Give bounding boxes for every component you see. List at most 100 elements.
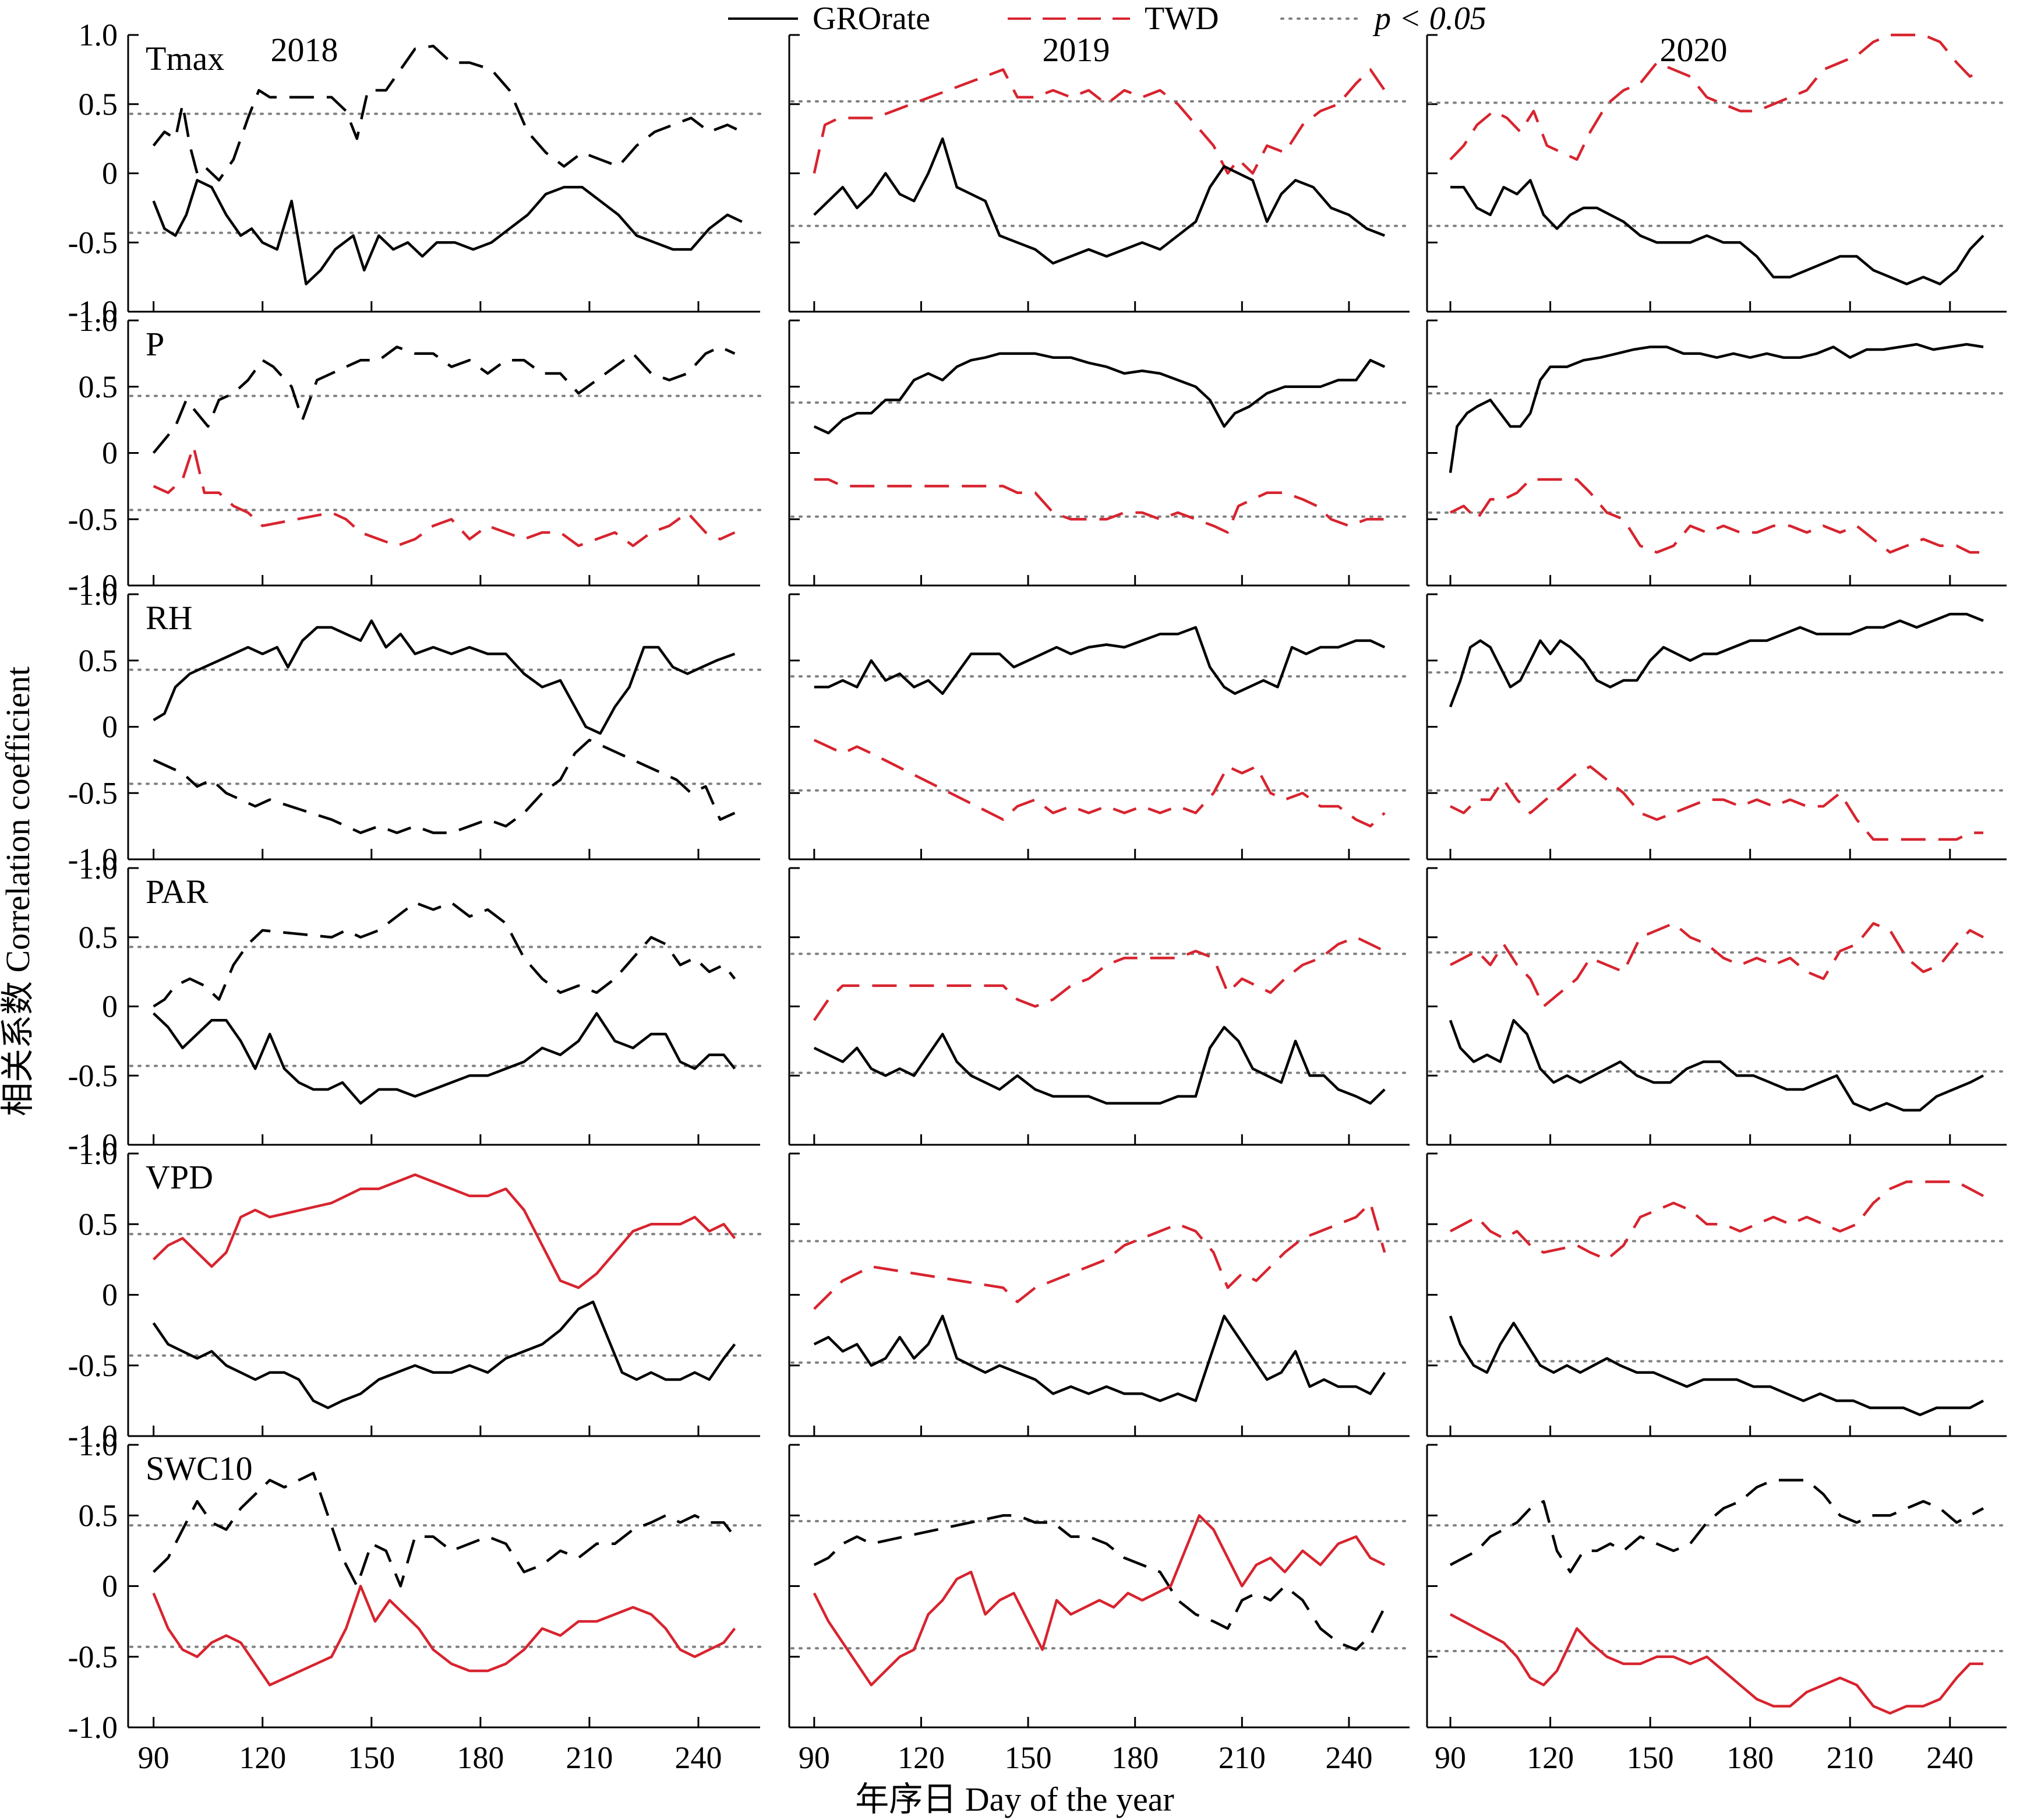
year-label: 2020	[1660, 31, 1728, 69]
panel-5-2	[788, 1152, 1411, 1437]
y-tick-label: 0	[102, 436, 118, 471]
panel-2-2	[788, 319, 1411, 587]
panel-4-3	[1426, 867, 2008, 1146]
panel-3-3	[1426, 593, 2008, 860]
variable-label: SWC10	[146, 1449, 253, 1487]
variable-label: PAR	[146, 873, 209, 911]
panel-1-3: 2020	[1426, 31, 2008, 313]
y-tick-label: 1.0	[79, 17, 118, 52]
red-series	[813, 1514, 1386, 1687]
gro-or-sign-series	[813, 1314, 1386, 1402]
x-tick-label: 90	[138, 1740, 169, 1775]
y-tick-label: -0.5	[68, 1058, 118, 1093]
x-axis-title: 年序日 Day of the year	[855, 1780, 1174, 1818]
x-tick-label: 210	[566, 1740, 613, 1775]
y-tick-label: 1.0	[79, 303, 118, 338]
y-tick-label: 0.5	[79, 369, 118, 404]
y-tick-label: -0.5	[68, 775, 118, 810]
y-tick-label: 0.5	[79, 1207, 118, 1241]
red-series	[1449, 33, 1984, 161]
panel-6-2: 90 120 150 180 210 240	[788, 1444, 1411, 1775]
legend: GROrate TWD p < 0.05	[728, 1, 1486, 37]
gro-or-sign-series	[152, 179, 743, 285]
x-tick-label: 150	[348, 1740, 395, 1775]
y-tick-label: 0	[102, 710, 118, 745]
variable-label: P	[146, 325, 164, 363]
y-tick-label: -1.0	[68, 1419, 118, 1454]
x-tick-label: 210	[1827, 1740, 1874, 1775]
x-tick-label: 240	[1926, 1740, 1973, 1775]
y-tick-label: 0	[102, 989, 118, 1024]
year-label: 2019	[1043, 31, 1110, 69]
gro-or-sign-series	[152, 1300, 736, 1409]
red-series	[1449, 765, 1983, 841]
y-tick-label: 0	[102, 156, 118, 191]
y-tick-label: 0.5	[79, 1498, 118, 1533]
panel-6-1: 1.0 0.5 0 -0.5 -1.0 90 120 150 180 210 240 SWC10	[68, 1427, 761, 1775]
red-series	[153, 1173, 736, 1289]
legend-gro-label: GROrate	[813, 1, 930, 37]
red-series	[813, 68, 1386, 175]
red-series	[1449, 1613, 1983, 1715]
red-series	[1449, 478, 1983, 554]
panel-1-2: 2019	[788, 31, 1411, 313]
legend-twd-label: TWD	[1145, 1, 1219, 37]
y-tick-label: 1.0	[79, 1427, 118, 1462]
y-tick-label: -1.0	[68, 1710, 118, 1745]
x-tick-label: 90	[799, 1740, 830, 1775]
gro-or-sign-series	[153, 739, 736, 834]
gro-or-sign-series	[153, 1012, 736, 1105]
x-tick-label: 180	[457, 1740, 504, 1775]
gro-or-sign-series	[813, 137, 1386, 265]
red-series	[152, 1585, 736, 1687]
panel-4-2	[788, 867, 1411, 1146]
red-series	[1449, 1180, 1984, 1261]
x-tick-label: 120	[239, 1740, 286, 1775]
y-tick-label: -1.0	[68, 1127, 118, 1162]
gro-or-sign-series	[813, 352, 1386, 435]
gro-or-sign-series	[1449, 1479, 1984, 1574]
y-tick-label: 0.5	[79, 643, 118, 678]
gro-or-sign-series	[813, 1025, 1386, 1105]
red-series	[1449, 922, 1984, 1008]
panel-3-1: 1.0 0.5 0 -0.5 -1.0 RH	[68, 577, 761, 877]
panels: 1.0 0.5 0 -0.5 -1.0 2018 Tmax 2019 2020 1.0 0.5 0 -0…	[68, 17, 2008, 1775]
x-tick-label: 210	[1219, 1740, 1266, 1775]
panel-6-3: 90 120 150 180 210 240	[1426, 1444, 2008, 1775]
y-tick-label: 0	[102, 1569, 118, 1604]
y-tick-label: 1.0	[79, 577, 118, 612]
panel-3-2	[788, 593, 1411, 860]
variable-label: VPD	[146, 1158, 213, 1196]
y-tick-label: 1.0	[79, 1136, 118, 1171]
gro-or-sign-series	[1449, 343, 1984, 473]
y-tick-label: -0.5	[68, 1348, 118, 1383]
gro-or-sign-series	[1450, 179, 1984, 285]
panel-2-3	[1426, 319, 2008, 587]
gro-or-sign-series	[813, 1514, 1386, 1651]
y-tick-label: -1.0	[68, 842, 118, 877]
x-tick-label: 240	[674, 1740, 722, 1775]
gro-or-sign-series	[1449, 1019, 1984, 1112]
y-tick-label: 0	[102, 1278, 118, 1313]
x-tick-label: 90	[1435, 1740, 1466, 1775]
red-series	[813, 739, 1386, 828]
gro-or-sign-series	[153, 619, 736, 735]
y-tick-label: 0.5	[79, 87, 118, 122]
x-tick-label: 120	[898, 1740, 945, 1775]
y-tick-label: -0.5	[68, 502, 118, 537]
panel-4-1: 1.0 0.5 0 -0.5 -1.0 PAR	[68, 851, 761, 1162]
panel-5-3	[1426, 1152, 2008, 1437]
y-tick-label: -1.0	[68, 568, 118, 603]
red-series	[814, 478, 1385, 534]
y-tick-label: -1.0	[68, 294, 118, 329]
gro-or-sign-series	[153, 1472, 736, 1588]
panel-2-1: 1.0 0.5 0 -0.5 -1.0 P	[68, 303, 761, 603]
x-tick-label: 180	[1111, 1740, 1159, 1775]
x-tick-label: 240	[1325, 1740, 1372, 1775]
x-tick-label: 150	[1005, 1740, 1052, 1775]
year-label: 2018	[271, 31, 338, 69]
x-tick-label: 180	[1726, 1740, 1774, 1775]
gro-or-sign-series	[814, 626, 1386, 695]
y-tick-label: 1.0	[79, 851, 118, 886]
